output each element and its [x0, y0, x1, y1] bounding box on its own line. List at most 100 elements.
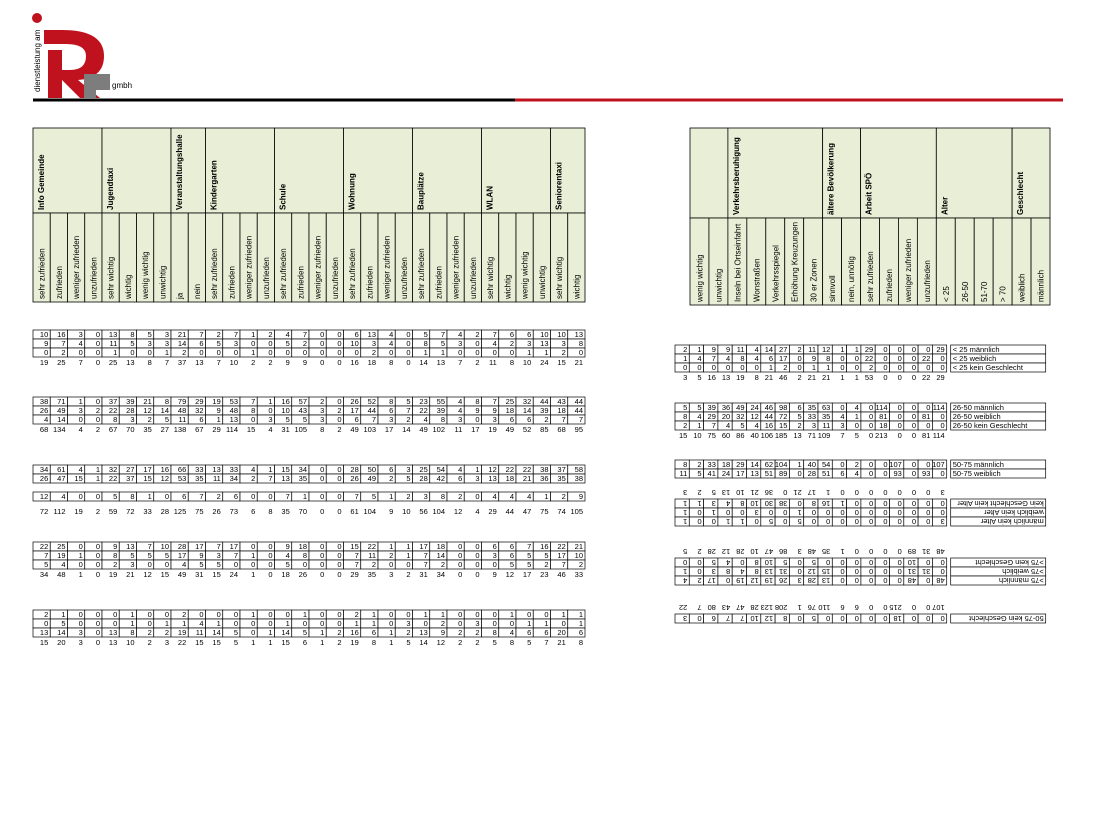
cell-value: 5	[130, 339, 134, 348]
total-value: 11	[489, 358, 497, 367]
total-value: 0	[898, 431, 902, 440]
cell-value: 8	[683, 412, 687, 421]
cell-value: 3	[406, 619, 410, 628]
cell-value: 0	[926, 499, 930, 508]
cell	[567, 491, 586, 502]
cell-value: 8	[165, 397, 169, 406]
cell-value: 4	[199, 619, 203, 628]
cell-value: 0	[869, 517, 873, 526]
total-value: 2	[96, 425, 100, 434]
cell-value: 26	[40, 406, 48, 415]
total-value: 9	[493, 570, 497, 579]
cell-value: 16	[540, 542, 548, 551]
column-label: unzufrieden	[469, 257, 478, 299]
cell-value: 1	[812, 363, 816, 372]
cell-value: 6	[510, 551, 514, 560]
total-value: 21	[750, 488, 758, 497]
cell-value: 79	[178, 397, 186, 406]
total-value: 0	[926, 603, 930, 612]
total-value: 7	[79, 358, 83, 367]
total-value: 0	[926, 488, 930, 497]
cell-value: 13	[750, 469, 758, 478]
cell-value: 13	[109, 330, 117, 339]
cell-value: 9	[493, 406, 497, 415]
cell-value: 1	[251, 348, 255, 357]
cell-value: 1	[726, 517, 730, 526]
cell-value: 16	[350, 628, 358, 637]
cell-value: 6	[510, 330, 514, 339]
total-value: 1	[855, 373, 859, 382]
total-value: 15	[679, 431, 687, 440]
column-label: sehr zufrieden	[210, 248, 219, 299]
cell-value: 0	[840, 576, 844, 585]
cell-value: 0	[510, 348, 514, 357]
cell-value: 0	[199, 348, 203, 357]
cell-value: 41	[708, 469, 716, 478]
cell-value: 12	[750, 412, 758, 421]
cell-value: 0	[697, 614, 701, 623]
cell-value: 0	[898, 354, 902, 363]
cell-value: 8	[783, 614, 787, 623]
cell-value: 8	[441, 415, 445, 424]
cell-value: 0	[113, 610, 117, 619]
cell-value: 31	[922, 567, 930, 576]
cell-value: 1	[544, 492, 548, 501]
cell-value: 57	[299, 397, 307, 406]
cell-value: 3	[475, 619, 479, 628]
total-value: 15	[247, 425, 255, 434]
cell-value: 21	[575, 542, 583, 551]
total-value: 110	[818, 603, 830, 612]
cell-value: 1	[544, 619, 548, 628]
cell-value: 0	[79, 542, 83, 551]
total-value: 15	[212, 570, 220, 579]
total-value: 0	[883, 488, 887, 497]
cell-value: 8	[726, 567, 730, 576]
cell-value: 12	[765, 614, 773, 623]
total-value: 13	[722, 373, 730, 382]
row-label: < 25 männlich	[953, 345, 1000, 354]
cell-value: 12	[808, 567, 816, 576]
cell-value: 28	[350, 465, 358, 474]
cell-value: 27	[126, 465, 134, 474]
total-value: 114	[933, 431, 945, 440]
cell-value: 47	[57, 474, 65, 483]
total-value: 29	[212, 425, 220, 434]
cell-value: 0	[941, 363, 945, 372]
cell-value: 4	[424, 415, 428, 424]
cell-value: 0	[406, 610, 410, 619]
cell-value: 93	[922, 469, 930, 478]
column-label: < 25	[942, 286, 951, 302]
cell-value: 4	[527, 492, 531, 501]
cell-value: 5	[683, 403, 687, 412]
cell-value: 2	[783, 363, 787, 372]
cell-value: 14	[57, 415, 65, 424]
column-header-cell	[1030, 217, 1051, 306]
total-value: 0	[840, 488, 844, 497]
cell-value: 7	[303, 330, 307, 339]
cell-value: 5	[769, 517, 773, 526]
cell-value: 2	[303, 339, 307, 348]
column-header-cell	[170, 212, 189, 303]
cell-value: 30	[765, 499, 773, 508]
row-label: weiblich kein Alter	[984, 508, 1045, 517]
cell-value: 0	[912, 354, 916, 363]
total-value: 48	[936, 547, 944, 556]
cell-value: 6	[234, 492, 238, 501]
cell-value: 1	[406, 542, 410, 551]
total-value: 26	[212, 507, 220, 516]
cell-value: 1	[268, 465, 272, 474]
cell-value: 5	[783, 558, 787, 567]
cell-value: 1	[79, 397, 83, 406]
row-label: 26-50 männlich	[953, 403, 1004, 412]
total-value: 7	[544, 638, 548, 647]
total-value: 29	[350, 570, 358, 579]
cell-value: 22	[109, 474, 117, 483]
cell-value: 0	[912, 469, 916, 478]
cell-value: 6	[372, 628, 376, 637]
cell-value: 0	[926, 517, 930, 526]
total-value: 33	[143, 507, 151, 516]
cell-value: 0	[883, 345, 887, 354]
total-value: 29	[488, 507, 496, 516]
column-label: zufrieden	[885, 269, 894, 302]
cell-value: 1	[683, 354, 687, 363]
